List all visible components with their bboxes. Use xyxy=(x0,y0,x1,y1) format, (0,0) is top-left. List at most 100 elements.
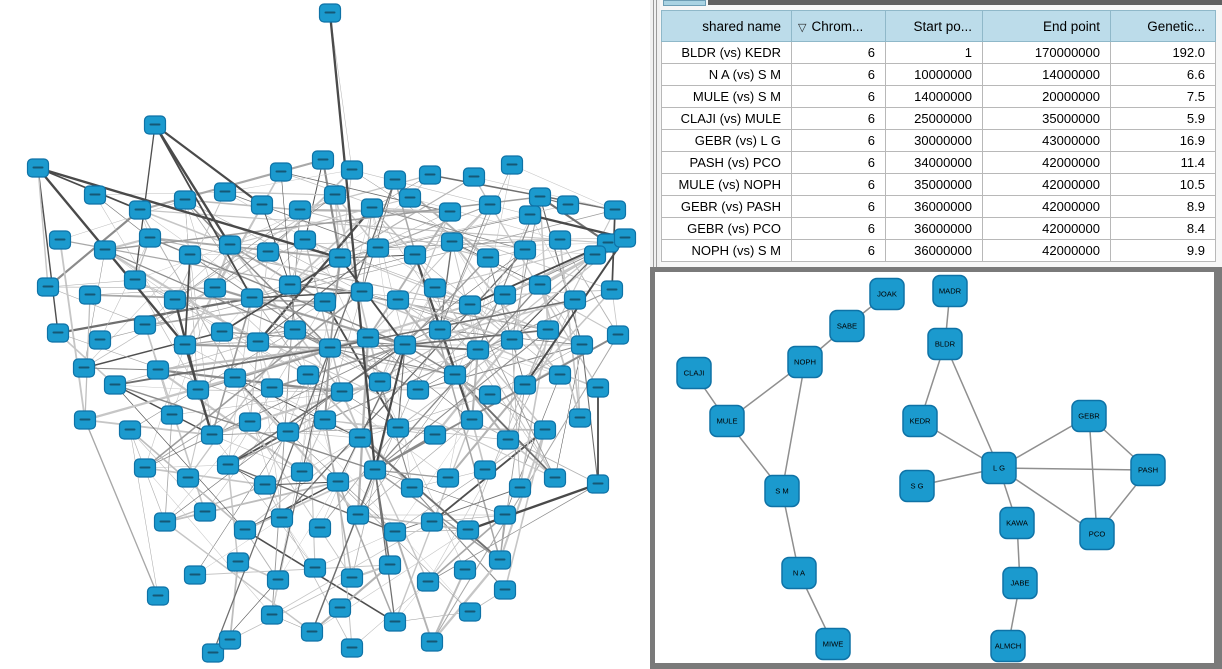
network-edge[interactable] xyxy=(504,289,613,296)
network-edge[interactable] xyxy=(104,196,541,251)
network-node[interactable] xyxy=(103,375,127,395)
network-edge[interactable] xyxy=(377,204,491,249)
network-edge[interactable] xyxy=(539,284,583,346)
column-header-2[interactable]: Start po... xyxy=(885,10,983,42)
network-node[interactable]: CLAJI xyxy=(676,356,712,390)
network-edge[interactable] xyxy=(371,207,451,213)
network-edge[interactable] xyxy=(367,337,491,396)
network-node[interactable] xyxy=(48,230,72,250)
table-row[interactable]: MULE (vs) NOPH 6 35000000 42000000 10.5 xyxy=(661,173,1216,196)
network-edge[interactable] xyxy=(397,344,406,429)
network-edge[interactable] xyxy=(84,419,159,597)
network-edge[interactable] xyxy=(337,481,396,623)
network-node[interactable] xyxy=(418,165,442,185)
column-header-1[interactable]: ▽ Chrom... xyxy=(791,10,886,42)
network-edge[interactable] xyxy=(280,171,451,213)
network-node[interactable] xyxy=(123,270,147,290)
column-header-3[interactable]: End point xyxy=(982,10,1111,42)
network-edge[interactable] xyxy=(329,347,456,376)
network-edge[interactable] xyxy=(367,204,491,339)
network-edge[interactable] xyxy=(134,279,556,479)
network-edge[interactable] xyxy=(129,429,159,597)
network-edge[interactable] xyxy=(430,558,502,644)
network-node[interactable] xyxy=(143,115,167,135)
network-node[interactable]: PCO xyxy=(1079,517,1115,551)
network-node[interactable] xyxy=(496,430,520,450)
network-node[interactable] xyxy=(290,462,314,482)
network-edge[interactable] xyxy=(212,179,396,654)
network-edge[interactable] xyxy=(417,339,513,391)
network-edge[interactable] xyxy=(404,344,479,351)
network-edge[interactable] xyxy=(431,514,506,523)
network-node[interactable] xyxy=(428,320,452,340)
network-node[interactable]: N A xyxy=(781,556,817,590)
network-edge[interactable] xyxy=(487,257,526,386)
network-edge[interactable] xyxy=(397,299,513,341)
network-node[interactable] xyxy=(603,200,627,220)
network-node[interactable] xyxy=(403,245,427,265)
network-edge[interactable] xyxy=(47,279,136,288)
network-edge[interactable] xyxy=(83,367,159,371)
network-edge[interactable] xyxy=(289,207,373,286)
network-node[interactable] xyxy=(462,167,486,187)
table-row[interactable]: GEBR (vs) PASH 6 36000000 42000000 8.9 xyxy=(661,195,1216,218)
network-node[interactable] xyxy=(383,522,407,542)
network-edge[interactable] xyxy=(251,291,363,299)
network-edge[interactable] xyxy=(524,237,626,386)
network-node[interactable] xyxy=(218,235,242,255)
network-node[interactable] xyxy=(201,643,225,663)
table-row[interactable]: N A (vs) S M 6 10000000 14000000 6.6 xyxy=(661,63,1216,86)
network-node[interactable] xyxy=(128,200,152,220)
network-edge[interactable] xyxy=(84,419,213,436)
network-node[interactable] xyxy=(36,277,60,297)
network-node[interactable] xyxy=(493,285,517,305)
network-node[interactable] xyxy=(438,202,462,222)
network-edge[interactable] xyxy=(187,329,296,479)
network-edge[interactable] xyxy=(37,167,49,288)
network-edge[interactable] xyxy=(221,331,471,613)
network-node[interactable] xyxy=(420,632,444,652)
network-node[interactable] xyxy=(256,242,280,262)
network-node[interactable] xyxy=(328,598,352,618)
network-edge[interactable] xyxy=(539,196,583,346)
network-node[interactable] xyxy=(366,238,390,258)
network-edge[interactable] xyxy=(1088,415,1098,535)
network-node[interactable]: PASH xyxy=(1130,453,1166,487)
network-edge[interactable] xyxy=(153,123,232,247)
network-node[interactable] xyxy=(246,332,270,352)
network-node[interactable] xyxy=(478,385,502,405)
main-network-panel[interactable] xyxy=(0,0,650,669)
network-node[interactable] xyxy=(278,275,302,295)
network-node[interactable] xyxy=(73,410,97,430)
network-node[interactable] xyxy=(518,205,542,225)
network-node[interactable] xyxy=(216,455,240,475)
network-node[interactable] xyxy=(276,422,300,442)
network-node[interactable] xyxy=(323,185,347,205)
network-edge[interactable] xyxy=(301,374,309,473)
network-node[interactable] xyxy=(586,378,610,398)
network-edge[interactable] xyxy=(184,254,191,346)
network-edge[interactable] xyxy=(311,469,376,633)
network-node[interactable] xyxy=(473,460,497,480)
network-node[interactable] xyxy=(420,512,444,532)
network-edge[interactable] xyxy=(781,361,806,492)
network-edge[interactable] xyxy=(153,123,264,207)
network-node[interactable]: BLDR xyxy=(927,327,963,361)
network-node[interactable] xyxy=(348,428,372,448)
network-edge[interactable] xyxy=(394,487,521,533)
network-node[interactable] xyxy=(218,630,242,650)
network-edge[interactable] xyxy=(229,577,353,641)
network-node[interactable] xyxy=(543,468,567,488)
network-edge[interactable] xyxy=(164,414,173,523)
network-node[interactable] xyxy=(493,505,517,525)
network-edge[interactable] xyxy=(224,191,341,259)
network-edge[interactable] xyxy=(529,214,576,301)
table-row[interactable]: PASH (vs) PCO 6 34000000 42000000 11.4 xyxy=(661,151,1216,174)
network-node[interactable] xyxy=(350,282,374,302)
network-edge[interactable] xyxy=(394,611,471,623)
network-node[interactable]: JOAK xyxy=(869,277,905,311)
network-node[interactable] xyxy=(536,320,560,340)
network-node[interactable] xyxy=(78,285,102,305)
network-node[interactable] xyxy=(318,3,342,23)
network-node[interactable]: GEBR xyxy=(1071,399,1107,433)
